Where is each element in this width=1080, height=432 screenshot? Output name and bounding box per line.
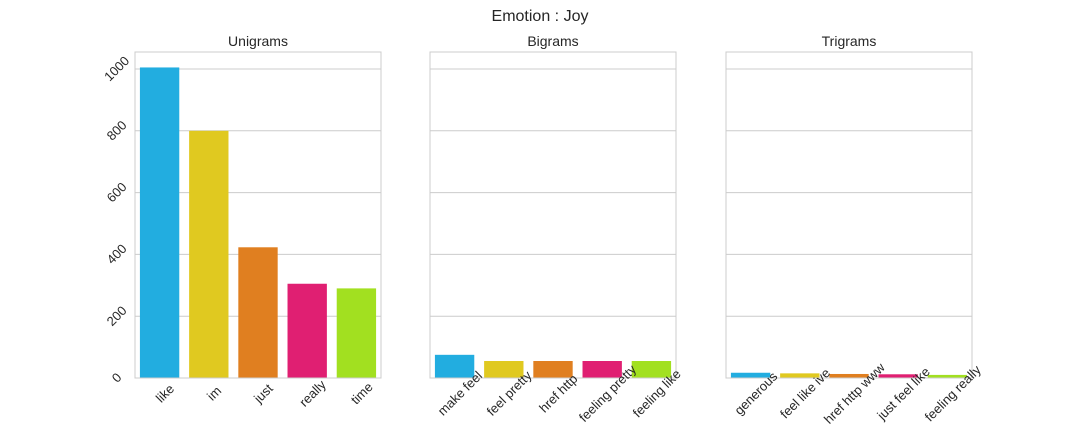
bar-time [336,288,377,378]
bar-feeling-really [927,374,968,378]
panel-title: Bigrams [527,33,578,49]
axes-frame [429,51,677,379]
bar-like [139,67,180,378]
panel-title: Trigrams [822,33,877,49]
bar-just-feel-like [878,374,918,378]
bar-href-http [533,361,573,378]
bar-href-http-www [829,373,869,378]
bar-generous [730,372,771,378]
bar-really [287,283,327,378]
bar-make-feel [434,354,475,378]
bar-im [189,130,229,378]
axes-frame [725,51,973,379]
axes-frame [134,51,382,379]
bar-feel-pretty [484,361,524,378]
bar-feel-like-ive [780,373,820,378]
bar-feeling-like [631,361,672,378]
bar-just [238,247,278,378]
bar-feeling-pretty [582,361,622,378]
figure-title: Emotion : Joy [492,8,589,25]
panel-title: Unigrams [228,33,288,49]
